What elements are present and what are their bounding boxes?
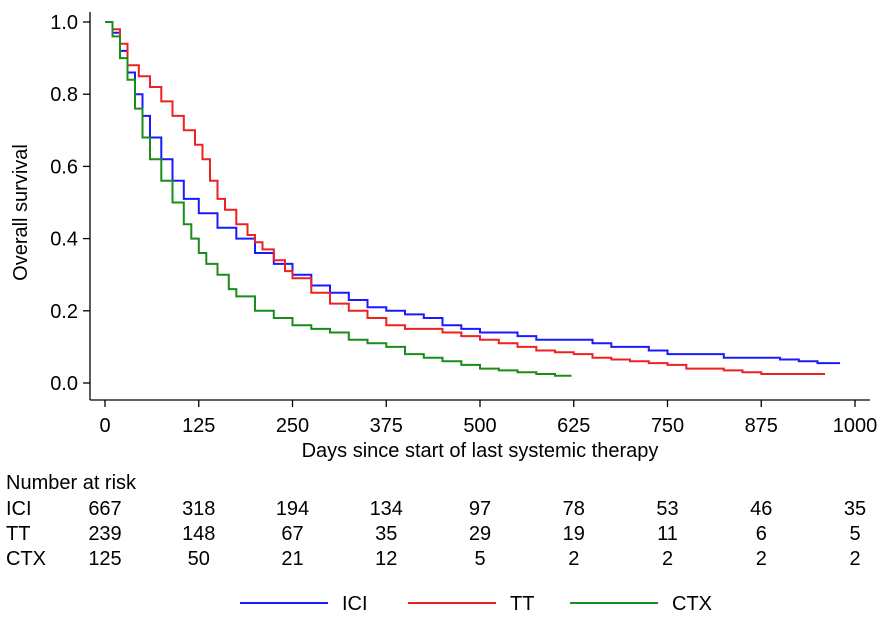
y-tick-label: 0.6 [50,156,78,178]
risk-count: 6 [756,523,767,545]
plot-area: 0.0 0.2 0.4 0.6 0.8 1.0 0 125 250 375 500 625 750 87… [50,12,877,437]
legend-label-ici: ICI [342,593,368,615]
risk-count: 239 [88,523,121,545]
x-tick-label: 125 [182,415,215,437]
y-tick-label: 0.2 [50,301,78,323]
risk-count: 35 [844,498,866,520]
risk-count: 19 [563,523,585,545]
risk-count: 29 [469,523,491,545]
risk-count: 53 [656,498,678,520]
risk-count: 148 [182,523,215,545]
x-tick-label: 250 [276,415,309,437]
risk-count: 78 [563,498,585,520]
series-line-ctx [105,21,572,377]
x-tick-label: 0 [99,415,110,437]
y-tick-label: 0.4 [50,229,78,251]
risk-count: 5 [474,548,485,570]
series-lines [105,21,840,377]
risk-count: 134 [370,498,403,520]
series-line-tt [105,21,825,375]
risk-row-label: ICI [6,498,32,520]
risk-count: 318 [182,498,215,520]
risk-count: 125 [88,548,121,570]
risk-count: 2 [756,548,767,570]
legend-label-tt: TT [510,593,534,615]
y-tick-label: 1.0 [50,12,78,34]
risk-count: 46 [750,498,772,520]
legend-label-ctx: CTX [672,593,712,615]
risk-count: 35 [375,523,397,545]
risk-table-title: Number at risk [6,472,137,494]
x-tick-label: 375 [370,415,403,437]
x-tick-label: 625 [557,415,590,437]
x-axis-label: Days since start of last systemic therap… [302,440,659,462]
x-tick-label: 750 [651,415,684,437]
risk-count: 12 [375,548,397,570]
series-line-ici [105,21,840,365]
risk-count: 667 [88,498,121,520]
legend: ICI TT CTX [240,593,712,615]
risk-row-label: CTX [6,548,46,570]
risk-count: 5 [849,523,860,545]
risk-count: 97 [469,498,491,520]
x-axis-ticks: 0 125 250 375 500 625 750 875 1000 [99,400,877,437]
risk-count: 50 [188,548,210,570]
risk-table: ICI 667 318 194 134 97 78 53 46 35 TT 239 148 67 35 29 1… [6,498,866,570]
x-tick-label: 1000 [833,415,878,437]
risk-count: 67 [281,523,303,545]
y-tick-label: 0.8 [50,84,78,106]
risk-count: 2 [568,548,579,570]
risk-row-label: TT [6,523,30,545]
y-tick-label: 0.0 [50,373,78,395]
x-tick-label: 500 [463,415,496,437]
risk-count: 21 [281,548,303,570]
y-axis-label: Overall survival [10,144,32,281]
risk-count: 11 [657,523,678,545]
y-axis-ticks: 0.0 0.2 0.4 0.6 0.8 1.0 [50,12,90,395]
risk-count: 2 [662,548,673,570]
x-tick-label: 875 [745,415,778,437]
risk-count: 194 [276,498,309,520]
risk-count: 2 [849,548,860,570]
